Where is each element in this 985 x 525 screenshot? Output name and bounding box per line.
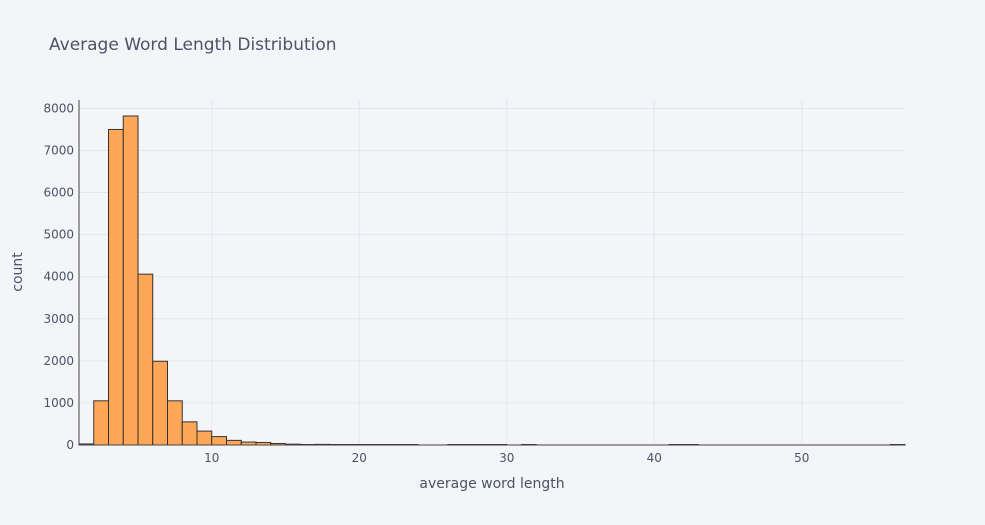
histogram-bar: [181, 421, 198, 446]
x-axis-title: average word length: [419, 476, 564, 492]
x-tick-labels: 10 20 30 40 50: [204, 451, 809, 465]
histogram-bar: [108, 128, 124, 446]
histogram-bar: [196, 430, 213, 446]
grid-layer: [79, 100, 905, 445]
histogram-bar: [226, 439, 242, 446]
y-tick-label: 1000: [43, 396, 74, 410]
y-tick-label: 5000: [43, 228, 74, 242]
y-axis-title: count: [10, 252, 26, 292]
histogram-bar: [93, 400, 109, 446]
histogram-bar: [122, 115, 139, 446]
axes-layer: [78, 100, 905, 446]
x-tick-label: 10: [204, 451, 219, 465]
histogram-bar: [211, 436, 227, 446]
bars-layer: [78, 115, 906, 446]
y-tick-label: 8000: [43, 101, 74, 115]
y-tick-label: 4000: [43, 270, 74, 284]
x-tick-label: 30: [499, 451, 514, 465]
x-tick-label: 20: [352, 451, 367, 465]
histogram-bar: [152, 360, 168, 446]
histogram-bar: [167, 400, 183, 446]
y-tick-label: 2000: [43, 354, 74, 368]
chart-title: Average Word Length Distribution: [49, 35, 337, 55]
x-tick-label: 40: [647, 451, 662, 465]
y-tick-label: 3000: [43, 312, 74, 326]
histogram-bar: [137, 273, 154, 446]
y-tick-label: 6000: [43, 186, 74, 200]
y-tick-label: 7000: [43, 143, 74, 157]
y-tick-labels: 0 1000 2000 3000 4000 5000 6000 7000 8000: [43, 101, 74, 452]
x-tick-label: 50: [794, 451, 809, 465]
y-tick-label: 0: [66, 438, 74, 452]
